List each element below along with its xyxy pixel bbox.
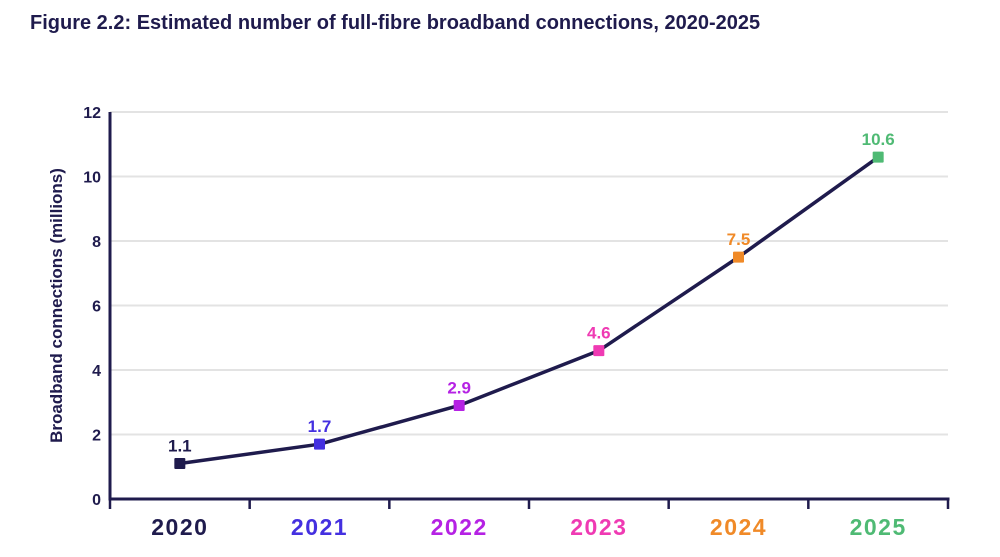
y-tick-label: 8 <box>92 234 101 251</box>
data-line <box>178 155 880 466</box>
y-tick-label: 4 <box>92 363 101 380</box>
data-point-label-2023: 4.6 <box>587 324 611 343</box>
data-point-label-2024: 7.5 <box>727 230 751 249</box>
y-tick-label: 6 <box>92 299 101 316</box>
figure-title: Figure 2.2: Estimated number of full-fib… <box>30 12 761 34</box>
data-point-marker-2021 <box>314 438 325 450</box>
data-point-label-2020: 1.1 <box>168 437 192 456</box>
data-point-marker-2025 <box>872 151 884 163</box>
x-axis-label-2024: 2024 <box>710 514 767 540</box>
data-point-label-2025: 10.6 <box>862 130 895 149</box>
data-point-marker-2020 <box>174 458 186 470</box>
data-point-marker-2022 <box>453 399 465 411</box>
data-point-label-2021: 1.7 <box>308 417 332 436</box>
x-axis-label-2022: 2022 <box>431 514 488 540</box>
data-point-marker-2024 <box>733 251 744 263</box>
y-tick-label: 2 <box>92 428 101 445</box>
y-tick-label: 10 <box>83 170 101 187</box>
y-axis-title: Broadband connections (millions) <box>47 168 66 443</box>
x-axis-label-2023: 2023 <box>570 514 627 540</box>
y-tick-label: 12 <box>83 105 101 122</box>
x-axis-label-2025: 2025 <box>850 514 907 540</box>
data-point-marker-2023 <box>593 345 605 357</box>
x-axis-label-2020: 2020 <box>151 514 208 540</box>
y-tick-label: 0 <box>92 492 101 509</box>
data-point-label-2022: 2.9 <box>447 378 471 397</box>
x-axis-label-2021: 2021 <box>291 514 348 540</box>
